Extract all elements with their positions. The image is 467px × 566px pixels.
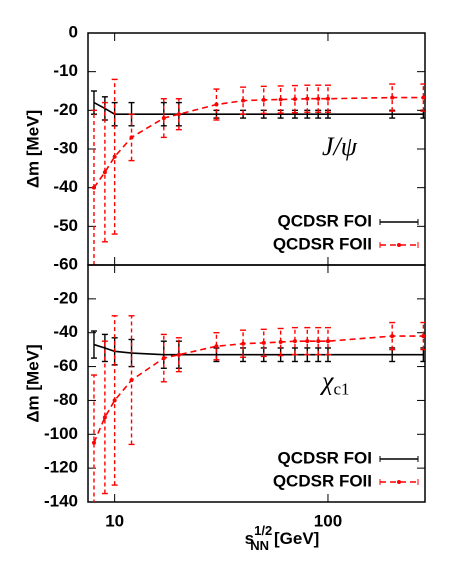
- error-bar: [324, 326, 331, 356]
- plot-frame: [87, 32, 426, 266]
- y-tick-label: -120: [44, 458, 78, 477]
- legend-label: QCDSR FOII: [273, 471, 372, 490]
- y-tick-label: -30: [53, 138, 78, 157]
- legend-label: QCDSR FOI: [278, 448, 372, 467]
- x-axis-label-part: s: [245, 529, 254, 548]
- point: [421, 334, 425, 339]
- error-bar: [389, 83, 396, 112]
- error-bar: [324, 84, 331, 113]
- point: [292, 97, 297, 102]
- error-bar: [420, 83, 425, 112]
- point: [241, 341, 246, 346]
- legend-label: QCDSR FOI: [278, 211, 372, 230]
- point: [112, 154, 117, 159]
- error-bar: [260, 328, 267, 358]
- point: [91, 440, 96, 445]
- point: [91, 185, 96, 190]
- error-bar: [277, 85, 284, 114]
- annotation: J/ψ: [322, 132, 358, 161]
- y-tick-label: -40: [53, 322, 78, 341]
- y-axis-label: Δm [MeV]: [23, 110, 42, 188]
- point: [112, 398, 117, 403]
- point: [305, 339, 310, 344]
- error-bar: [315, 326, 322, 356]
- error-bar: [101, 340, 108, 495]
- point: [278, 97, 283, 102]
- plot-frame: [87, 264, 426, 503]
- error-bar: [260, 85, 267, 115]
- y-tick-label: -20: [53, 288, 78, 307]
- point: [325, 339, 330, 344]
- point: [316, 339, 321, 344]
- point: [316, 96, 321, 101]
- error-bar: [240, 86, 247, 115]
- series-line: [93, 343, 424, 356]
- point: [421, 95, 425, 100]
- x-axis-label: s1/2 NN [GeV]: [245, 523, 320, 553]
- legend-swatch: [397, 480, 401, 484]
- x-tick-label: 10: [105, 511, 124, 530]
- legend-swatch: [397, 243, 401, 247]
- error-bar: [315, 84, 322, 113]
- point: [161, 116, 166, 121]
- point: [176, 352, 181, 357]
- point: [129, 135, 134, 140]
- point: [390, 95, 395, 100]
- error-bar: [389, 321, 396, 351]
- point: [325, 96, 330, 101]
- error-bar: [277, 327, 284, 357]
- error-bar: [291, 326, 298, 356]
- x-axis-label-part: NN: [250, 538, 269, 553]
- point: [261, 340, 266, 345]
- error-bar: [101, 101, 108, 243]
- annotation: χc1: [319, 366, 350, 398]
- y-tick-label: -40: [53, 177, 78, 196]
- y-tick-label: -60: [53, 254, 78, 273]
- point: [214, 344, 219, 349]
- point: [129, 378, 134, 383]
- y-tick-label: -100: [44, 424, 78, 443]
- point: [241, 98, 246, 103]
- point: [390, 334, 395, 339]
- y-tick-label: -80: [53, 390, 78, 409]
- series-line: [93, 96, 424, 189]
- y-axis-label: Δm [MeV]: [23, 344, 42, 422]
- plot-area: [90, 78, 425, 265]
- error-bar: [304, 326, 311, 356]
- point: [305, 96, 310, 101]
- y-tick-label: -20: [53, 100, 78, 119]
- x-axis-label-part: 1/2: [254, 523, 272, 538]
- error-bar: [213, 332, 220, 361]
- point: [214, 102, 219, 107]
- y-tick-label: -10: [53, 61, 78, 80]
- annotation-part: J/ψ: [322, 132, 358, 161]
- error-bar: [420, 321, 425, 351]
- legend-label: QCDSR FOII: [273, 234, 372, 253]
- error-bar: [240, 329, 247, 358]
- point: [102, 415, 107, 420]
- error-bar: [291, 84, 298, 114]
- point: [161, 356, 166, 361]
- x-tick-label: 100: [314, 511, 342, 530]
- annotation-part: c1: [333, 379, 349, 398]
- point: [292, 339, 297, 344]
- y-tick-label: -140: [44, 491, 78, 510]
- y-tick-label: 0: [69, 22, 78, 41]
- x-axis-label-part: [GeV]: [274, 529, 319, 548]
- point: [278, 340, 283, 345]
- series-line: [93, 101, 424, 115]
- error-bar: [90, 374, 97, 502]
- annotation-part: χ: [319, 366, 334, 395]
- point: [102, 170, 107, 175]
- y-tick-label: -60: [53, 356, 78, 375]
- error-bar: [90, 330, 97, 359]
- point: [261, 97, 266, 102]
- error-bar: [304, 84, 311, 113]
- y-tick-label: -50: [53, 216, 78, 235]
- plot-area: [90, 315, 425, 502]
- point: [176, 112, 181, 117]
- error-bar: [160, 98, 167, 139]
- series-line: [93, 335, 424, 444]
